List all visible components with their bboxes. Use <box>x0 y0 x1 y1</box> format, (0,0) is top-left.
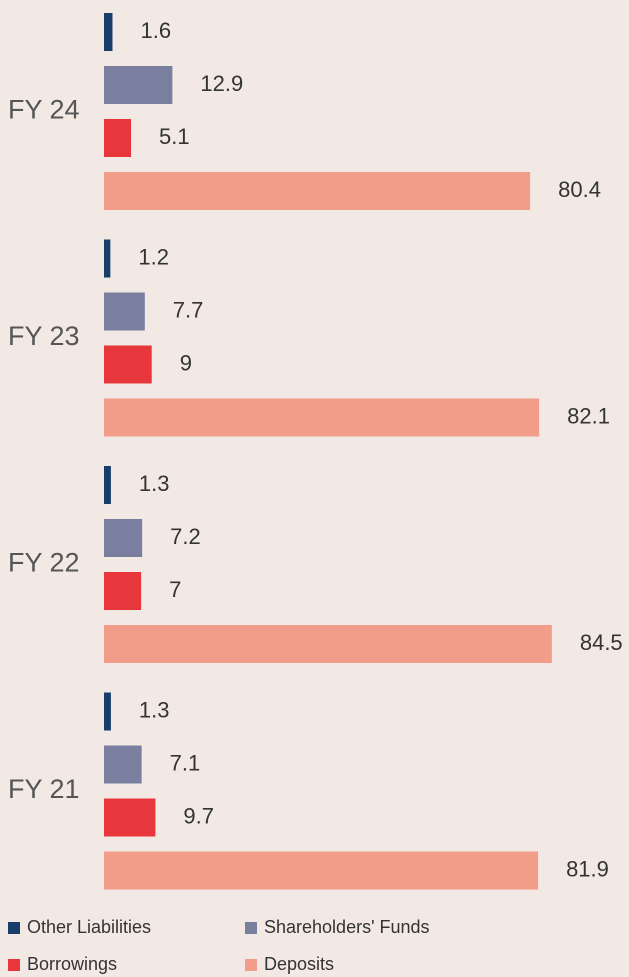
bar <box>104 172 531 210</box>
value-label: 80.4 <box>558 177 601 202</box>
value-label: 9 <box>180 350 192 375</box>
bar <box>104 119 132 157</box>
bar <box>104 798 156 837</box>
value-label: 9.7 <box>183 803 214 828</box>
legend-swatch <box>245 922 257 934</box>
bar <box>104 625 552 663</box>
legend-swatch <box>8 959 20 971</box>
legend-label: Borrowings <box>27 954 117 974</box>
value-label: 7.7 <box>173 297 204 322</box>
value-label: 1.3 <box>139 471 170 496</box>
bar <box>104 398 540 437</box>
bar <box>104 292 145 331</box>
legend-label: Other Liabilities <box>27 917 151 937</box>
value-label: 7.2 <box>170 524 201 549</box>
legend-label: Deposits <box>264 954 334 974</box>
value-label: 1.2 <box>138 244 169 269</box>
bar <box>104 745 142 784</box>
legend-label: Shareholders' Funds <box>264 917 430 937</box>
value-label: 1.3 <box>139 697 170 722</box>
category-label: FY 21 <box>8 774 80 804</box>
bar <box>104 572 142 610</box>
bar <box>104 66 173 104</box>
value-label: 82.1 <box>567 403 610 428</box>
bar <box>104 692 111 731</box>
value-label: 12.9 <box>200 71 243 96</box>
bar <box>104 13 113 51</box>
value-label: 81.9 <box>566 856 609 881</box>
value-label: 5.1 <box>159 124 190 149</box>
value-label: 1.6 <box>140 18 171 43</box>
bar <box>104 239 111 278</box>
category-label: FY 22 <box>8 548 80 578</box>
legend-swatch <box>245 959 257 971</box>
category-label: FY 23 <box>8 321 80 351</box>
legend-swatch <box>8 922 20 934</box>
value-label: 7 <box>169 577 181 602</box>
value-label: 84.5 <box>580 630 623 655</box>
bar <box>104 466 111 504</box>
bar <box>104 519 143 557</box>
bar <box>104 851 539 890</box>
bar <box>104 345 152 384</box>
value-label: 7.1 <box>170 750 201 775</box>
category-label: FY 24 <box>8 95 80 125</box>
